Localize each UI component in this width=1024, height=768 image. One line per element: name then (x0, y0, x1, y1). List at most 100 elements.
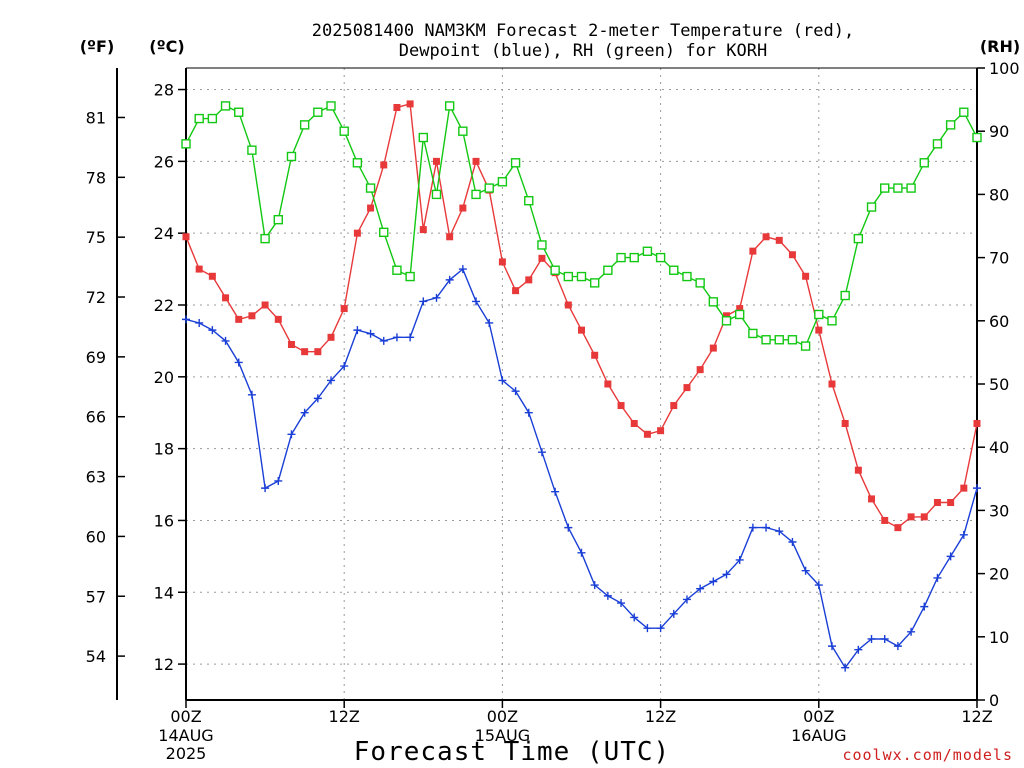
celsius-tick-label: 16 (154, 511, 174, 530)
axes (116, 67, 985, 708)
temperature-point (762, 233, 770, 241)
temperature-point (828, 380, 836, 388)
celsius-tick-label: 24 (154, 224, 174, 243)
credit-text: coolwx.com/models (842, 746, 1013, 764)
temperature-point (578, 326, 585, 334)
rh-point (379, 227, 389, 238)
rh-point (563, 271, 574, 282)
celsius-tick-label: 22 (154, 296, 174, 315)
x-tick-year: 2025 (166, 744, 207, 763)
rh-point (326, 101, 336, 111)
x-tick-label: 00Z (803, 707, 834, 726)
x-tick-date: 16AUG (791, 726, 846, 745)
dewpoint-point (959, 530, 968, 539)
temperature-point (881, 516, 889, 524)
temperature-point (564, 301, 572, 309)
rh-point (458, 126, 468, 136)
dewpoint-point (669, 609, 678, 618)
temperature-point (222, 294, 230, 302)
rh-point (247, 145, 257, 155)
rh-point (814, 309, 824, 320)
temperature-point (301, 348, 309, 356)
dewpoint-point (867, 634, 876, 643)
title-line-2: Dewpoint (blue), RH (green) for KORH (399, 41, 767, 61)
grid (186, 68, 977, 700)
temperature-point (459, 204, 467, 212)
title-line-1: 2025081400 NAM3KM Forecast 2-meter Tempe… (312, 21, 854, 41)
rh-point (299, 120, 310, 130)
dewpoint-point (946, 552, 955, 561)
dewpoint-point (485, 318, 494, 327)
dewpoint-point (379, 336, 388, 345)
rh-point (392, 265, 402, 275)
temperature-point (248, 312, 256, 320)
tick-labels: 1214161820222426285457606366697275788101… (86, 59, 1020, 763)
temperature-point (472, 157, 480, 165)
dewpoint-point (392, 333, 401, 342)
fahrenheit-tick-label: 66 (86, 408, 106, 427)
rh-point (787, 335, 798, 345)
dewpoint-point (327, 376, 336, 385)
dewpoint-point (340, 362, 349, 371)
rh-point (286, 151, 297, 162)
temperature-point (604, 380, 612, 388)
dewpoint-point (682, 595, 691, 604)
dewpoint-point (287, 430, 296, 439)
temperature-point (512, 287, 520, 295)
dewpoint-point (524, 408, 533, 417)
rh-point (972, 132, 982, 143)
dewpoint-point (788, 538, 797, 546)
dewpoint-point (432, 293, 441, 302)
rh-point (537, 240, 547, 250)
temperature-point (235, 315, 243, 323)
rh-point (418, 132, 428, 143)
temperature-point (274, 315, 282, 323)
dewpoint-point (880, 634, 889, 643)
rh-series-line (185, 103, 978, 348)
temperature-point (683, 384, 691, 392)
fahrenheit-tick-label: 78 (86, 168, 106, 187)
fahrenheit-tick-label: 54 (86, 647, 106, 666)
dewpoint-point (419, 297, 428, 306)
dewpoint-point (722, 570, 731, 579)
rh-point (339, 126, 349, 136)
temperature-point (920, 513, 928, 521)
rh-point (405, 271, 415, 282)
temperature-point (195, 265, 203, 273)
dewpoint-point (735, 555, 744, 564)
temperature-point (617, 402, 625, 410)
temperature-point (723, 312, 731, 320)
temperature-point (446, 233, 454, 241)
dewpoint-point (762, 523, 771, 532)
dewpoint-point (406, 333, 415, 342)
rh-tick-label: 20 (989, 565, 1009, 584)
x-axis-label: Forecast Time (UTC) (354, 737, 670, 767)
celsius-tick-label: 28 (154, 81, 174, 100)
dewpoint-point (603, 591, 612, 600)
rh-tick-label: 100 (989, 59, 1020, 78)
dewpoint-point (920, 602, 929, 611)
temperature-point (393, 104, 401, 111)
fahrenheit-tick-label: 57 (86, 587, 106, 606)
dewpoint-point (208, 326, 217, 335)
temperature-point (736, 305, 744, 313)
fahrenheit-tick-label: 81 (86, 108, 106, 127)
temperature-point (261, 301, 269, 309)
temperature-point (947, 499, 955, 506)
rh-point (576, 271, 587, 282)
x-tick-label: 12Z (645, 707, 676, 726)
temperature-point (353, 229, 361, 237)
dewpoint-point (445, 275, 454, 284)
rh-point (853, 233, 864, 244)
rh-point (800, 341, 811, 351)
dewpoint-point (551, 487, 560, 496)
temperature-point (788, 251, 796, 259)
temperature-point (538, 254, 546, 262)
fahrenheit-unit-label: (ºF) (80, 37, 115, 56)
temperature-point (749, 247, 757, 255)
temperature-point (907, 513, 915, 521)
dewpoint-point (643, 624, 652, 633)
dewpoint-point (577, 548, 586, 557)
celsius-tick-label: 14 (154, 583, 174, 602)
